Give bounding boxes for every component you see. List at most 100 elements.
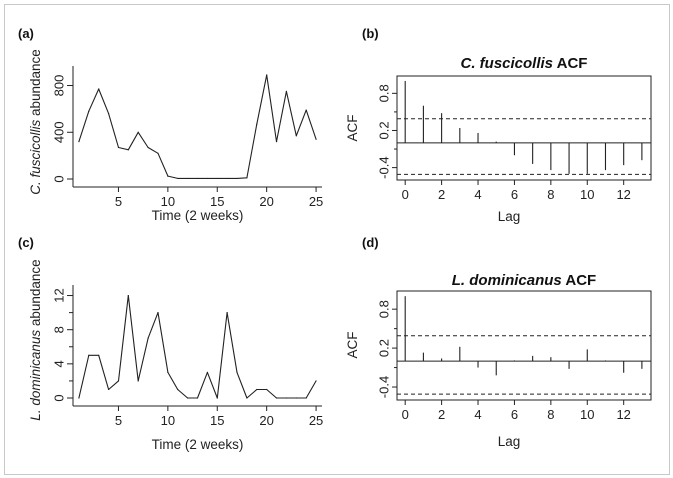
y-axis-title: ACF — [345, 332, 360, 359]
x-tick-label: 12 — [616, 407, 630, 422]
x-axis-title: Lag — [498, 434, 521, 449]
data-point — [88, 354, 90, 356]
data-point — [305, 109, 307, 111]
data-point — [127, 294, 129, 297]
x-tick-label: 8 — [547, 407, 554, 422]
panel-label-d: (d) — [362, 235, 379, 250]
series-line — [78, 74, 317, 179]
y-axis-title-italic: L. dominicanus — [28, 330, 43, 421]
data-point — [157, 152, 159, 154]
acf-title: C. fuscicollis ACF — [461, 55, 588, 72]
data-point — [236, 371, 238, 373]
data-point — [147, 337, 149, 339]
data-point — [78, 397, 80, 399]
data-point — [196, 397, 199, 399]
acf-title-italic: C. fuscicollis — [461, 55, 554, 72]
x-tick-label: 5 — [115, 194, 122, 209]
data-point — [236, 177, 238, 180]
y-tick-label: 0.2 — [377, 339, 392, 357]
data-point — [177, 388, 179, 391]
data-point — [246, 397, 248, 399]
x-tick-label: 0 — [402, 407, 409, 422]
y-tick-label: 0 — [52, 175, 67, 182]
x-tick-label: 4 — [474, 407, 481, 422]
y-tick-label: 0 — [52, 394, 67, 401]
data-point — [246, 177, 248, 179]
data-point — [285, 397, 288, 399]
panel-c: (c) 5 10 15 20 25 0 4 8 12 Time (2 weeks) L. domini… — [18, 235, 323, 452]
y-tick-label: -0.4 — [377, 156, 392, 178]
data-point — [266, 388, 268, 391]
x-axis-title: Lag — [498, 209, 521, 224]
data-point — [107, 112, 110, 115]
panel-label-c: (c) — [18, 235, 34, 250]
x-axis-title: Time (2 weeks) — [152, 208, 244, 223]
x-tick-label: 8 — [547, 187, 554, 202]
y-axis-title: C. fuscicollis abundance — [28, 49, 43, 195]
x-tick-label: 10 — [161, 413, 175, 428]
y-tick-label: 400 — [52, 121, 67, 143]
data-point — [177, 177, 179, 180]
x-tick-label: 10 — [580, 407, 594, 422]
data-point — [137, 131, 139, 133]
y-tick-label: 12 — [52, 288, 67, 302]
y-axis-title: L. dominicanus abundance — [28, 259, 43, 420]
data-point — [216, 177, 218, 180]
x-tick-label: 6 — [511, 407, 518, 422]
data-point — [137, 380, 139, 382]
data-point — [226, 312, 228, 314]
figure-frame — [4, 4, 670, 475]
x-tick-label: 25 — [309, 194, 323, 209]
x-tick-label: 15 — [210, 413, 224, 428]
x-tick-label: 2 — [438, 187, 445, 202]
x-tick-label: 4 — [474, 187, 481, 202]
data-point — [196, 177, 199, 180]
data-point — [275, 397, 278, 399]
data-point — [117, 146, 120, 149]
data-point — [256, 388, 258, 391]
data-point — [167, 371, 169, 373]
x-tick-label: 5 — [115, 413, 122, 428]
y-tick-label: 0.2 — [377, 121, 392, 139]
x-tick-label: 15 — [210, 194, 224, 209]
data-point — [315, 380, 317, 382]
y-tick-label: 4 — [52, 360, 67, 367]
panel-label-b: (b) — [362, 26, 379, 41]
y-tick-label: -0.4 — [377, 376, 392, 398]
panel-a: (a) 5 10 15 20 25 0 400 800 Time (2 weeks) C. fusc… — [18, 26, 323, 223]
y-tick-label: 0.8 — [377, 300, 392, 318]
panel-d: (d) 0 2 4 6 8 10 12 -0.4 0.2 0.8 L. dominicanus ACF… — [345, 235, 652, 449]
data-point — [147, 146, 149, 149]
y-axis-title-rest: abundance — [28, 49, 43, 120]
x-tick-label: 10 — [161, 194, 175, 209]
y-tick-label: 800 — [52, 75, 67, 97]
data-point — [295, 135, 297, 137]
acf-title-italic: L. dominicanus — [452, 272, 562, 289]
x-tick-label: 20 — [259, 413, 273, 428]
data-point — [266, 74, 268, 76]
data-point — [117, 380, 120, 382]
plot-box — [396, 75, 652, 181]
y-tick-label: 8 — [52, 326, 67, 333]
data-point — [167, 175, 169, 177]
data-point — [256, 123, 258, 125]
y-axis-title-italic: C. fuscicollis — [28, 120, 43, 195]
acf-title: L. dominicanus ACF — [452, 272, 596, 289]
data-point — [187, 397, 189, 399]
data-point — [226, 177, 228, 180]
acf-title-rest: ACF — [553, 55, 587, 72]
y-axis-title: ACF — [345, 115, 360, 142]
data-point — [88, 110, 90, 112]
x-tick-label: 25 — [309, 413, 323, 428]
x-tick-label: 10 — [580, 187, 594, 202]
x-axis-title: Time (2 weeks) — [152, 437, 244, 452]
plot-box — [396, 290, 652, 401]
data-point — [107, 388, 110, 391]
series-line — [78, 294, 317, 399]
data-point — [98, 354, 100, 356]
x-tick-label: 2 — [438, 407, 445, 422]
acf-title-rest: ACF — [562, 272, 596, 289]
data-point — [315, 138, 317, 140]
data-point — [295, 397, 297, 399]
